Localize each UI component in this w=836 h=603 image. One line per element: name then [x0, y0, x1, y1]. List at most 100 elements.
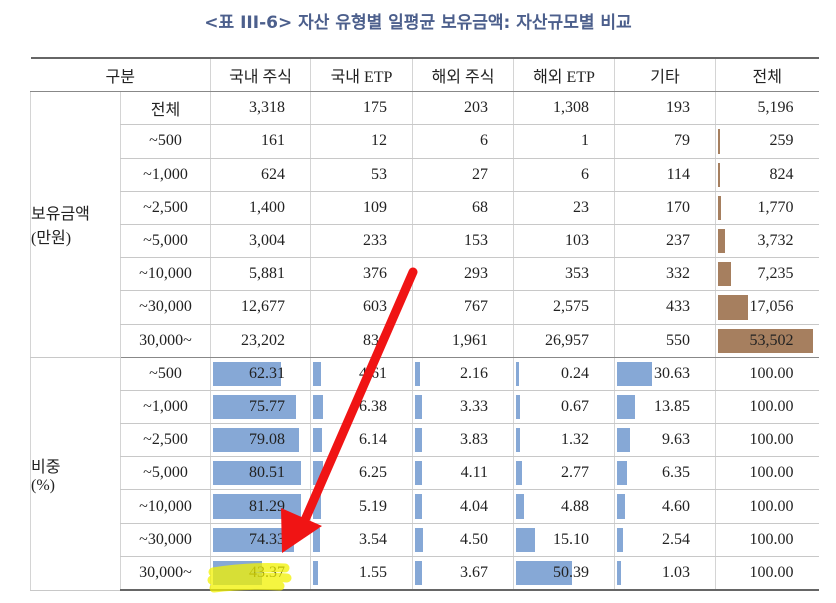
table-row: 비중 (%) ~500 62.31 4.61 2.16 0.24 30.63 100.00: [30, 357, 819, 591]
cell: 161: [210, 124, 311, 159]
cell: 23: [513, 191, 615, 225]
group-label-line: 보유금액: [31, 206, 90, 224]
cell-value: 1.32: [561, 431, 590, 449]
cell-value: 1,770: [757, 198, 794, 216]
cell-value: 68: [472, 198, 489, 216]
cell-value: 109: [363, 198, 388, 216]
cell-value: 79.08: [249, 431, 286, 449]
cell: 6: [513, 158, 615, 192]
cell-value: 12,677: [241, 298, 286, 316]
cell-value: 3,318: [249, 99, 286, 117]
data-bar: [313, 394, 323, 420]
title: <표 III-6> 자산 유형별 일평균 보유금액: 자산규모별 비교: [204, 13, 632, 33]
cell: 80.51: [210, 456, 311, 491]
cell: 4.60: [614, 489, 716, 524]
row-label: ~1,000: [119, 390, 211, 425]
column-header: 국내 ETP: [310, 57, 413, 93]
data-bar: [516, 361, 520, 386]
row-label: ~500: [119, 357, 211, 391]
table-row: ~30,000 74.33 3.54 4.50 15.10 2.54 100.00: [31, 523, 819, 557]
cell-value: 43.37: [249, 563, 286, 581]
cell-value: 550: [666, 331, 691, 349]
row-label: ~500: [119, 124, 211, 159]
cell-value: 2.77: [561, 464, 590, 482]
cell-value: 2.54: [662, 530, 691, 548]
cell-value: 100.00: [749, 431, 794, 449]
cell: 1,770: [715, 191, 819, 225]
cell: 824: [715, 158, 819, 192]
cell-value: 603: [363, 298, 388, 316]
cell: 6.25: [310, 456, 413, 491]
data-bar: [415, 560, 422, 585]
cell: 1.32: [513, 423, 615, 458]
cell: 1,400: [210, 191, 311, 225]
cell: 3.83: [412, 423, 514, 458]
cell-value: 15.10: [553, 530, 590, 548]
data-bar: [617, 527, 623, 552]
row-label: ~5,000: [119, 456, 211, 491]
column-header: 해외 ETP: [513, 57, 615, 93]
cell-value: 27: [472, 165, 489, 183]
cell: 170: [614, 191, 716, 225]
table-row: ~1,000 624 53 27 6 114 824: [31, 158, 819, 192]
data-bar: [718, 228, 725, 254]
data-bar: [313, 428, 323, 453]
cell: 237: [614, 224, 716, 259]
data-bar: [718, 295, 749, 320]
data-bar: [617, 494, 625, 519]
cell: 79: [614, 124, 716, 159]
table-row: 보유금액 (만원) 전체 3,318 175 203 1,308 193 5,196: [30, 91, 819, 358]
cell: 74.33: [210, 523, 311, 557]
cell-value: 175: [363, 99, 388, 117]
cell-value: 4.50: [460, 530, 489, 548]
cell: 1.55: [310, 556, 413, 591]
group-label-line: 비중: [31, 458, 61, 476]
cell: 259: [715, 124, 819, 159]
cell: 23,202: [210, 324, 311, 358]
cell: 5,881: [210, 257, 311, 292]
cell-value: 233: [363, 232, 388, 250]
cell: 353: [513, 257, 615, 292]
cell-value: 4.60: [662, 497, 691, 515]
data-bar: [415, 361, 421, 386]
cell: 624: [210, 158, 311, 192]
data-bar: [718, 195, 722, 220]
cell: 100.00: [715, 423, 819, 458]
cell: 27: [412, 158, 514, 192]
data-bar: [617, 560, 622, 585]
table-row: 30,000~ 43.37 1.55 3.67 50.39 1.03 100.00: [31, 556, 819, 591]
cell-value: 100.00: [749, 397, 794, 415]
cell-value: 4.11: [460, 464, 489, 482]
cell-value: 6.38: [359, 397, 388, 415]
cell: 3,732: [715, 224, 819, 259]
data-bar: [415, 428, 423, 453]
cell: 831: [310, 324, 413, 358]
cell-value: 50.39: [553, 563, 590, 581]
data-bar: [213, 394, 296, 420]
table-row: ~10,000 81.29 5.19 4.04 4.88 4.60 100.00: [31, 489, 819, 524]
cell-value: 3.33: [460, 397, 489, 415]
table-row: ~10,000 5,881 376 293 353 332 7,235: [31, 257, 819, 292]
row-label: ~2,500: [119, 423, 211, 458]
cell: 5.19: [310, 489, 413, 524]
cell-value: 12: [371, 132, 388, 150]
cell-value: 17,056: [749, 298, 794, 316]
cell-value: 3.83: [460, 431, 489, 449]
cell-value: 6: [581, 165, 590, 183]
cell-value: 3.54: [359, 530, 388, 548]
cell: 433: [614, 290, 716, 325]
data-bar: [516, 527, 535, 552]
cell: 3.54: [310, 523, 413, 557]
row-label: 전체: [119, 91, 211, 126]
row-label: ~5,000: [119, 224, 211, 259]
cell: 2.16: [412, 357, 514, 391]
column-header: 기타: [614, 57, 716, 93]
data-bar: [213, 361, 282, 386]
cell: 53,502: [715, 324, 819, 358]
cell-value: 237: [666, 232, 691, 250]
cell-value: 30.63: [654, 364, 691, 382]
row-label: ~30,000: [119, 290, 211, 325]
cell-value: 153: [464, 232, 489, 250]
cell: 103: [513, 224, 615, 259]
